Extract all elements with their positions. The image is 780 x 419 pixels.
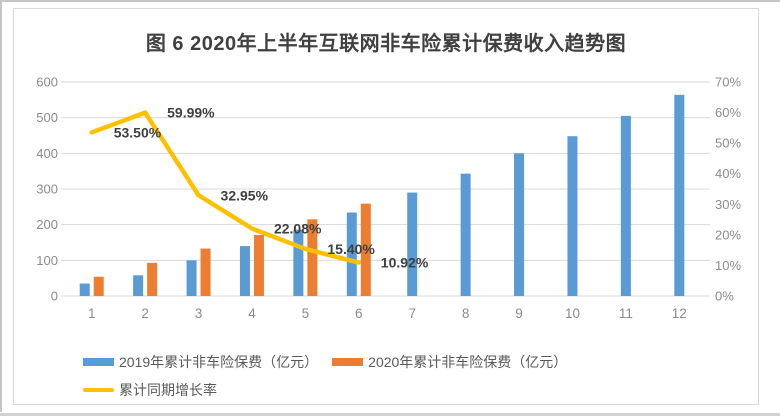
legend-row-1: 2019年累计非车险保费（亿元） 2020年累计非车险保费（亿元） xyxy=(83,351,743,373)
bar-2019 xyxy=(407,192,418,296)
x-axis-tick-label: 2 xyxy=(141,306,149,321)
y-axis-left-tick-label: 200 xyxy=(36,217,58,232)
legend-row-2: 累计同期增长率 xyxy=(83,379,743,401)
bar-2019 xyxy=(674,94,685,296)
x-axis-tick-label: 5 xyxy=(302,306,310,321)
legend-item-2020: 2020年累计非车险保费（亿元） xyxy=(332,352,567,372)
growth-rate-label: 15.40% xyxy=(327,241,375,257)
frame-edge-top xyxy=(0,0,780,2)
plot-area: 600500400300200100070%60%50%40%30%20%10%… xyxy=(36,75,741,322)
growth-rate-label: 10.92% xyxy=(381,255,429,271)
bar-2019 xyxy=(293,229,304,296)
bar-2019 xyxy=(346,212,357,296)
legend-label-2019: 2019年累计非车险保费（亿元） xyxy=(119,354,319,370)
y-axis-right-tick-label: 20% xyxy=(715,227,741,242)
bar-2019 xyxy=(133,275,144,296)
x-axis-tick-label: 3 xyxy=(195,306,203,321)
x-axis-tick-label: 1 xyxy=(88,306,96,321)
x-axis-tick-label: 12 xyxy=(672,306,687,321)
bar-2019 xyxy=(514,153,525,296)
bar-2020 xyxy=(147,262,158,296)
y-axis-right-tick-label: 40% xyxy=(715,166,741,181)
bar-2020 xyxy=(307,219,318,296)
growth-rate-label: 32.95% xyxy=(221,187,269,203)
bar-2020 xyxy=(200,248,211,296)
bar-2019 xyxy=(567,136,578,296)
chart-card: 图 6 2020年上半年互联网非车险累计保费收入趋势图 600 500 400 300… xyxy=(13,8,759,405)
y-axis-left-tick-label: 500 xyxy=(36,110,58,125)
y-axis-left-tick-label: 0 xyxy=(51,289,58,304)
bar-2020 xyxy=(93,276,104,296)
growth-rate-label: 53.50% xyxy=(114,124,162,140)
x-axis-tick-label: 7 xyxy=(408,306,416,321)
y-axis-right-tick-label: 70% xyxy=(715,75,741,90)
y-axis-left-tick-label: 400 xyxy=(36,146,58,161)
legend-swatch-2020-bar xyxy=(332,358,364,366)
growth-rate-label: 22.08% xyxy=(274,220,322,236)
legend-label-2020: 2020年累计非车险保费（亿元） xyxy=(368,354,568,370)
legend-swatch-2019-bar xyxy=(83,358,114,366)
x-axis-tick-label: 4 xyxy=(248,306,256,321)
y-axis-right-tick-label: 30% xyxy=(715,197,741,212)
bar-2019 xyxy=(239,246,250,296)
legend: 2019年累计非车险保费（亿元） 2020年累计非车险保费（亿元） 累计同期增长… xyxy=(83,351,743,407)
y-axis-left-tick-label: 100 xyxy=(36,253,58,268)
y-axis-right-tick-label: 50% xyxy=(715,136,741,151)
frame-edge-bottom xyxy=(0,413,780,416)
x-axis-tick-label: 9 xyxy=(515,306,523,321)
x-axis-tick-label: 10 xyxy=(565,306,580,321)
bar-2019 xyxy=(79,283,90,296)
growth-line xyxy=(89,110,362,265)
x-axis-tick-label: 8 xyxy=(462,306,470,321)
legend-swatch-growth-line xyxy=(83,388,114,392)
x-axis-tick-label: 6 xyxy=(355,306,363,321)
legend-item-growth: 累计同期增长率 xyxy=(83,380,217,400)
x-axis-tick-label: 11 xyxy=(619,306,633,321)
bar-2019 xyxy=(186,260,197,296)
chart-title: 图 6 2020年上半年互联网非车险累计保费收入趋势图 xyxy=(145,33,627,55)
y-axis-left-tick-label: 600 xyxy=(36,75,58,90)
growth-rate-label: 59.99% xyxy=(167,105,215,121)
bar-2020 xyxy=(253,235,264,296)
bar-2019 xyxy=(460,173,471,296)
legend-item-2019: 2019年累计非车险保费（亿元） xyxy=(83,352,318,372)
y-axis-right-tick-label: 10% xyxy=(715,258,741,273)
y-axis-right-tick-label: 0% xyxy=(715,289,734,304)
y-axis-right-tick-label: 60% xyxy=(715,105,741,120)
y-axis-left-tick-label: 300 xyxy=(36,182,58,197)
bar-2019 xyxy=(620,115,631,296)
frame-edge-left xyxy=(0,0,2,412)
legend-label-growth: 累计同期增长率 xyxy=(119,382,217,398)
bar-2020 xyxy=(360,203,371,296)
